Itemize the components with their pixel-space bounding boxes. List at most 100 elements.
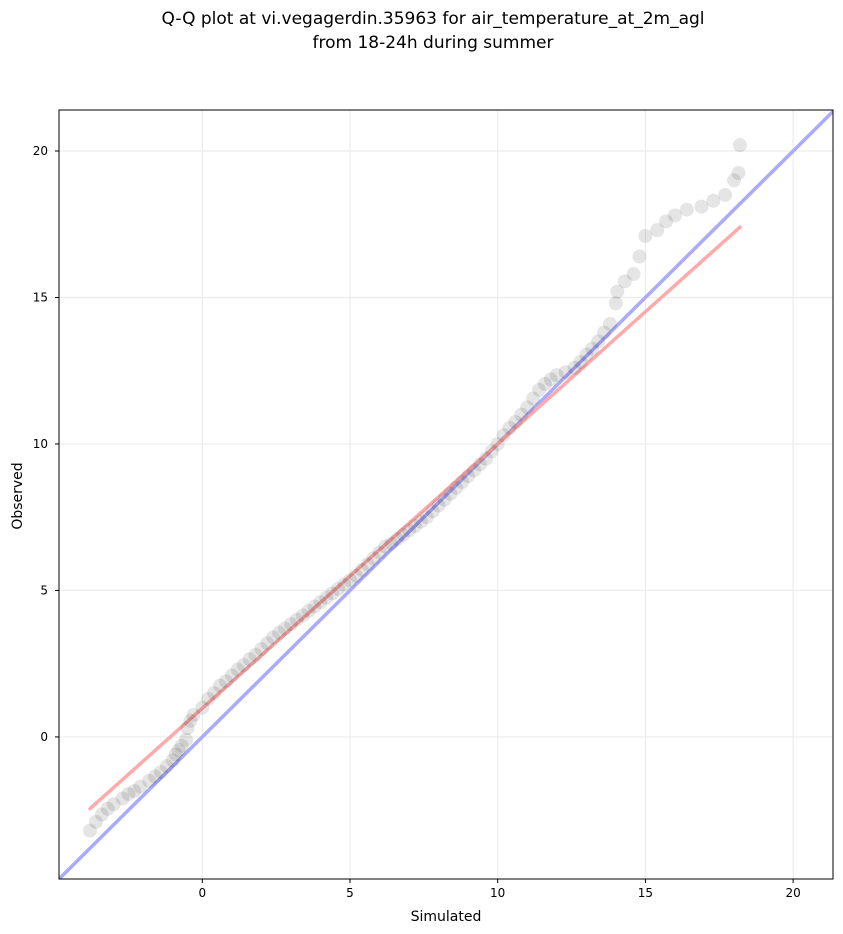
qq-point [558, 365, 573, 380]
qq-point [186, 707, 201, 722]
reference-line-0 [59, 110, 833, 879]
qq-point [617, 274, 632, 289]
qq-point [183, 713, 198, 728]
y-tick-label: 15 [33, 290, 48, 304]
qq-point [449, 480, 464, 495]
reference-line-1 [88, 225, 742, 811]
qq-point [230, 662, 245, 677]
grid [59, 110, 833, 879]
y-tick-label: 5 [40, 583, 48, 597]
qq-point [224, 668, 239, 683]
qq-point [242, 652, 257, 667]
x-tick-label: 10 [490, 886, 505, 900]
qq-point [419, 510, 434, 525]
qq-point [277, 621, 292, 636]
qq-point [526, 391, 541, 406]
qq-point [272, 625, 287, 640]
qq-point [659, 214, 674, 229]
qq-point [496, 428, 511, 443]
qq-point [213, 678, 228, 693]
qq-point [266, 630, 281, 645]
qq-point [667, 208, 682, 223]
qq-point [478, 451, 493, 466]
qq-point [567, 360, 582, 375]
qq-point [579, 347, 594, 362]
qq-point [342, 573, 357, 588]
qq-point [472, 457, 487, 472]
qq-point [384, 536, 399, 551]
qq-point [174, 738, 189, 753]
qq-point [727, 173, 742, 188]
qq-point [100, 801, 115, 816]
plot-area-frame [58, 109, 834, 880]
qq-point [390, 532, 405, 547]
qq-point [331, 581, 346, 596]
qq-point [313, 595, 328, 610]
qq-point [490, 436, 505, 451]
qq-point [608, 296, 623, 311]
qq-point [407, 518, 422, 533]
qq-point [307, 599, 322, 614]
qq-point [236, 658, 251, 673]
qq-point [94, 807, 109, 822]
qq-point [732, 138, 747, 153]
qq-point [106, 797, 121, 812]
qq-point [254, 642, 269, 657]
qq-point [218, 674, 233, 689]
qq-point [461, 469, 476, 484]
y-tick-label: 20 [33, 144, 48, 158]
qq-point [171, 743, 186, 758]
qq-point [159, 759, 174, 774]
qq-point [337, 577, 352, 592]
qq-point [537, 376, 552, 391]
qq-point [502, 420, 517, 435]
qq-point [142, 773, 157, 788]
qq-point [283, 617, 298, 632]
x-tick-label: 0 [198, 886, 206, 900]
qq-point [455, 475, 470, 490]
qq-point [319, 590, 334, 605]
qq-point [207, 685, 222, 700]
qq-point [88, 814, 103, 829]
qq-point [585, 341, 600, 356]
qq-point [610, 284, 625, 299]
qq-point [248, 647, 263, 662]
qq-point [148, 769, 163, 784]
qq-point [153, 765, 168, 780]
qq-point [115, 791, 130, 806]
y-axis-label: Observed [10, 462, 26, 529]
x-tick-label: 20 [785, 886, 800, 900]
qq-point [372, 545, 387, 560]
chart-title-line-1: Q-Q plot at vi.vegagerdin.35963 for air_… [161, 9, 704, 29]
qq-point [201, 691, 216, 706]
qq-point [694, 199, 709, 214]
x-tick-label: 15 [638, 886, 653, 900]
qq-point [443, 486, 458, 501]
qq-point [413, 514, 428, 529]
qq-point [260, 636, 275, 651]
qq-point [650, 223, 665, 238]
qq-point [514, 407, 529, 422]
qq-point [437, 492, 452, 507]
qq-point [195, 700, 210, 715]
reference-lines [59, 110, 833, 879]
qq-point [520, 400, 535, 415]
qq-point [325, 586, 340, 601]
qq-point [549, 368, 564, 383]
qq-point [731, 165, 746, 180]
qq-point [532, 382, 547, 397]
qq-point [718, 187, 733, 202]
qq-point [83, 823, 98, 838]
qq-point [402, 523, 417, 538]
y-tick-label: 0 [40, 730, 48, 744]
qq-point [378, 539, 393, 554]
qq-point [179, 732, 194, 747]
qq-point [366, 551, 381, 566]
qq-point [679, 202, 694, 217]
qq-point [591, 334, 606, 349]
qq-point [597, 325, 612, 340]
qq-point [360, 557, 375, 572]
qq-point [706, 193, 721, 208]
x-axis-label: Simulated [411, 909, 482, 925]
